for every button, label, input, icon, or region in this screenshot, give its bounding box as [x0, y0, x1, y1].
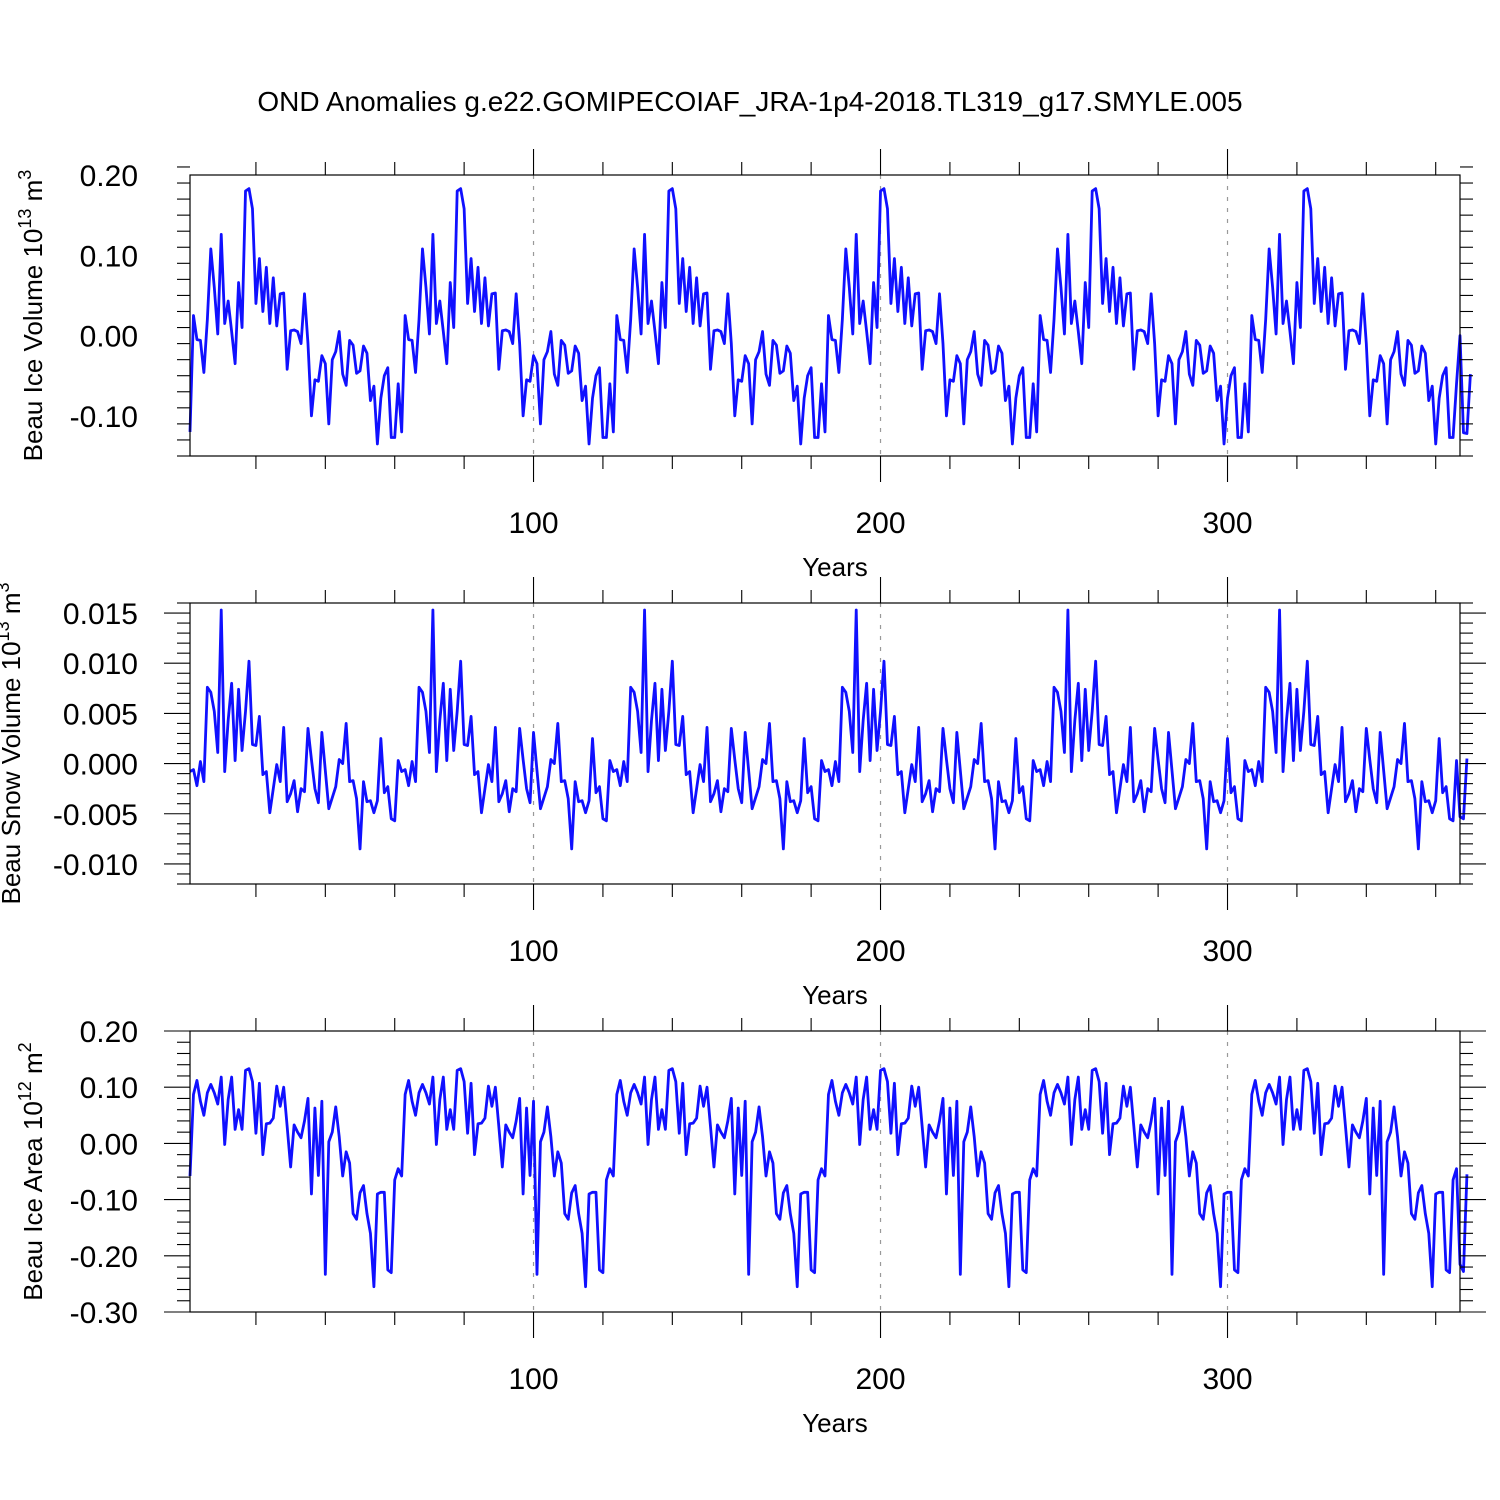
- chart-title: OND Anomalies g.e22.GOMIPECOIAF_JRA-1p4-…: [257, 86, 1242, 117]
- plot-frame: [189, 174, 1461, 457]
- x-tick-label: 200: [855, 1363, 905, 1396]
- plot-frame: [189, 1030, 1461, 1313]
- y-tick-label: 0.015: [63, 598, 138, 631]
- x-axis-label: Years: [802, 552, 868, 582]
- series-line-snow-volume: [189, 608, 1469, 851]
- series-line-ice-volume: [188, 187, 1472, 446]
- x-tick-label: 200: [855, 935, 905, 968]
- y-axis-label: Beau Snow Volume 1013 m3: [0, 582, 26, 904]
- y-tick-label: -0.30: [70, 1297, 138, 1330]
- y-tick-label: 0.10: [80, 1072, 138, 1105]
- x-tick-label: 200: [855, 507, 905, 540]
- y-tick-label: -0.005: [53, 799, 138, 832]
- y-tick-label: 0.000: [63, 749, 138, 782]
- x-axis-label: Years: [802, 980, 868, 1010]
- series-line-ice-area: [188, 1067, 1469, 1289]
- y-tick-label: 0.00: [80, 321, 138, 354]
- y-tick-label: -0.10: [70, 1185, 138, 1218]
- x-tick-label: 300: [1202, 935, 1252, 968]
- x-tick-label: 100: [508, 1363, 558, 1396]
- x-tick-label: 300: [1202, 1363, 1252, 1396]
- panel-ice-volume: 100 200 300 Years 0.20 0.10 0.00 -0.10 Beau Ice …: [15, 149, 1473, 582]
- y-tick-label: 0.20: [80, 1016, 138, 1049]
- panel-snow-volume: 100 200 300 Years 0.015 0.010 0.005 0.000 -0.005…: [0, 577, 1486, 1010]
- panel-ice-area: 100 200 300 Years 0.20 0.10 0.00 -0.10 -0.20 -0.3…: [15, 1005, 1486, 1438]
- x-tick-label: 300: [1202, 507, 1252, 540]
- y-axis-label: Beau Ice Volume 1013 m3: [15, 170, 48, 462]
- x-tick-label: 100: [508, 507, 558, 540]
- x-axis-label: Years: [802, 1408, 868, 1438]
- y-tick-label: -0.010: [53, 849, 138, 882]
- x-tick-label: 100: [508, 935, 558, 968]
- y-tick-label: 0.010: [63, 648, 138, 681]
- y-tick-label: 0.10: [80, 240, 138, 273]
- y-tick-label: 0.005: [63, 698, 138, 731]
- y-tick-label: 0.20: [80, 160, 138, 193]
- y-tick-label: -0.10: [70, 401, 138, 434]
- y-axis-label: Beau Ice Area 1012 m2: [15, 1042, 48, 1300]
- y-tick-label: 0.00: [80, 1128, 138, 1161]
- y-tick-label: -0.20: [70, 1241, 138, 1274]
